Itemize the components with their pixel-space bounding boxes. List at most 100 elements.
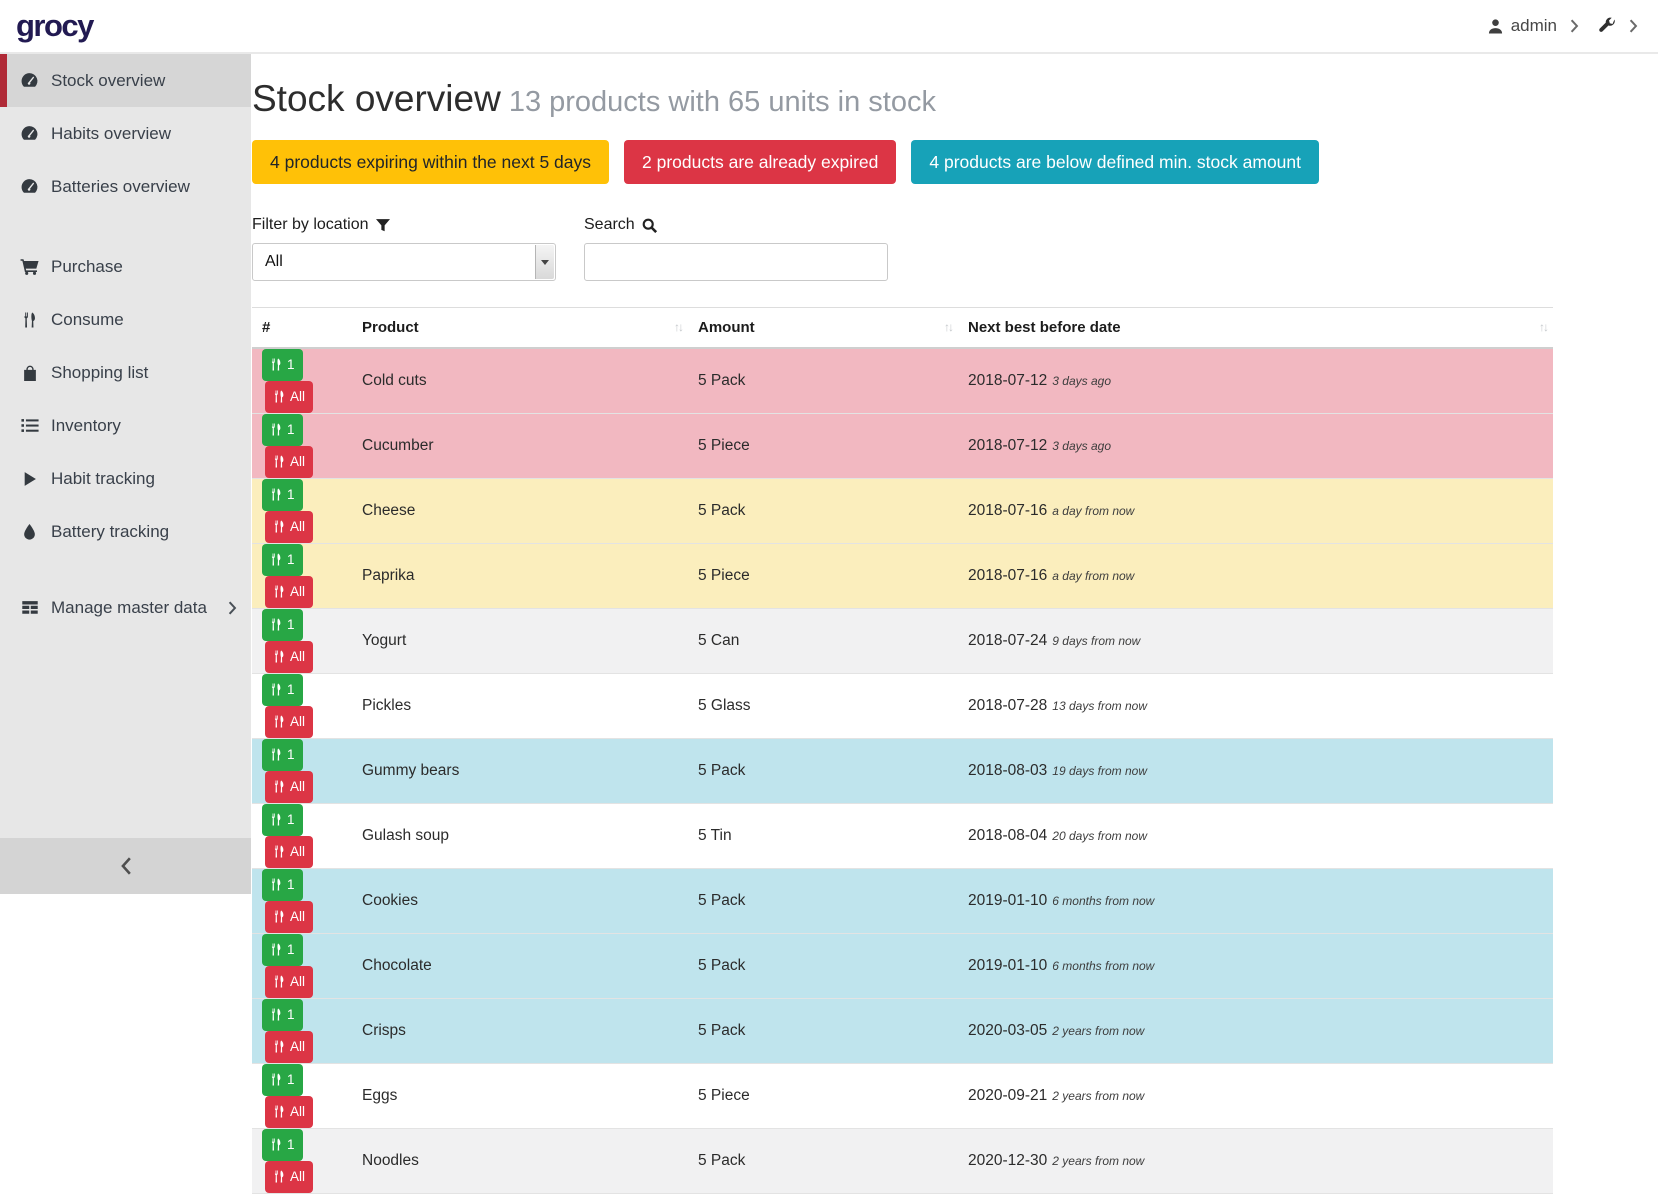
status-badge-info[interactable]: 4 products are below defined min. stock … — [911, 140, 1319, 184]
actions-cell: 1 All — [252, 673, 352, 739]
consume-all-label: All — [290, 974, 306, 989]
consume-all-button[interactable]: All — [265, 1160, 314, 1193]
consume-one-label: 1 — [287, 1072, 295, 1087]
consume-all-button[interactable]: All — [265, 640, 314, 673]
date-timeago: 2 years from now — [1052, 1023, 1145, 1038]
sidebar-item-consume[interactable]: Consume — [0, 293, 251, 346]
table-row: 1 All Cheese 5 Pack 2018-07-16 a day from… — [252, 478, 1553, 544]
sidebar-item-label: Habit tracking — [51, 468, 155, 488]
consume-all-button[interactable]: All — [265, 835, 314, 868]
consume-one-button[interactable]: 1 — [262, 608, 303, 641]
sidebar-item-label: Battery tracking — [51, 521, 170, 541]
consume-one-button[interactable]: 1 — [262, 803, 303, 836]
column-header-product[interactable]: Product ↑↓ — [352, 307, 688, 349]
settings-menu[interactable] — [1598, 17, 1616, 35]
column-header-next-best-before-date[interactable]: Next best before date ↑↓ — [958, 307, 1553, 349]
location-filter-select[interactable]: All — [252, 243, 556, 281]
sort-icon: ↑↓ — [944, 320, 954, 335]
consume-one-button[interactable]: 1 — [262, 998, 303, 1031]
product-cell: Gummy bears — [352, 738, 688, 804]
app-logo[interactable]: grocy — [16, 8, 94, 43]
sidebar-collapse-button[interactable] — [0, 838, 251, 894]
consume-all-button[interactable]: All — [265, 705, 314, 738]
sidebar-item-stock-overview[interactable]: Stock overview — [0, 54, 251, 107]
amount-cell: 5 Glass — [688, 673, 958, 739]
actions-cell: 1 All — [252, 998, 352, 1064]
actions-cell: 1 All — [252, 803, 352, 869]
consume-all-button[interactable]: All — [265, 900, 314, 933]
consume-one-label: 1 — [287, 812, 295, 827]
actions-cell: 1 All — [252, 933, 352, 999]
sidebar-item-label: Shopping list — [51, 362, 149, 382]
date-cell: 2018-08-03 19 days from now — [958, 738, 1553, 804]
consume-all-button[interactable]: All — [265, 770, 314, 803]
amount-cell: 5 Piece — [688, 413, 958, 479]
sidebar-item-habits-overview[interactable]: Habits overview — [0, 107, 251, 160]
utensils-icon — [273, 1170, 285, 1183]
consume-one-label: 1 — [287, 1137, 295, 1152]
date-timeago: 9 days from now — [1052, 633, 1141, 648]
best-before-date: 2019-01-10 — [968, 891, 1048, 909]
search-input[interactable] — [584, 243, 888, 281]
consume-one-button[interactable]: 1 — [262, 413, 303, 446]
consume-all-button[interactable]: All — [265, 1095, 314, 1128]
actions-cell: 1 All — [252, 738, 352, 804]
actions-cell: 1 All — [252, 543, 352, 609]
sort-icon: ↑↓ — [1539, 320, 1549, 335]
sidebar-item-battery-tracking[interactable]: Battery tracking — [0, 505, 251, 558]
utensils-icon — [273, 1105, 285, 1118]
table-row: 1 All Cookies 5 Pack 2019-01-10 6 months … — [252, 868, 1553, 934]
consume-one-button[interactable]: 1 — [262, 738, 303, 771]
consume-all-button[interactable]: All — [265, 380, 314, 413]
consume-all-button[interactable]: All — [265, 1030, 314, 1063]
search-label: Search — [584, 216, 888, 234]
consume-one-button[interactable]: 1 — [262, 348, 303, 381]
sidebar-item-shopping-list[interactable]: Shopping list — [0, 346, 251, 399]
utensils-icon — [273, 650, 285, 663]
consume-one-button[interactable]: 1 — [262, 543, 303, 576]
table-row: 1 All Cold cuts 5 Pack 2018-07-12 3 days … — [252, 347, 1553, 414]
consume-all-button[interactable]: All — [265, 575, 314, 608]
sidebar-item-habit-tracking[interactable]: Habit tracking — [0, 452, 251, 505]
location-filter-value: All — [265, 253, 283, 270]
utensils-icon — [270, 423, 282, 436]
consume-one-label: 1 — [287, 487, 295, 502]
column-header-amount[interactable]: Amount ↑↓ — [688, 307, 958, 349]
user-menu[interactable]: admin — [1487, 16, 1557, 36]
consume-one-button[interactable]: 1 — [262, 868, 303, 901]
consume-one-label: 1 — [287, 942, 295, 957]
sidebar-item-purchase[interactable]: Purchase — [0, 240, 251, 293]
date-timeago: 3 days ago — [1052, 373, 1112, 388]
sidebar-item-batteries-overview[interactable]: Batteries overview — [0, 160, 251, 213]
stock-table: # Product ↑↓ Amount ↑↓ Next best before date ↑… — [252, 307, 1553, 1194]
date-timeago: 19 days from now — [1052, 763, 1148, 778]
utensils-icon — [273, 910, 285, 923]
sidebar-item-label: Consume — [51, 309, 124, 329]
best-before-date: 2018-07-12 — [968, 436, 1048, 454]
consume-all-label: All — [290, 649, 306, 664]
sidebar-item-manage-master-data[interactable]: Manage master data — [0, 581, 251, 634]
consume-all-button[interactable]: All — [265, 445, 314, 478]
sidebar-item-inventory[interactable]: Inventory — [0, 399, 251, 452]
column-header-label: Product — [362, 318, 419, 336]
consume-one-button[interactable]: 1 — [262, 673, 303, 706]
consume-one-button[interactable]: 1 — [262, 478, 303, 511]
consume-all-button[interactable]: All — [265, 965, 314, 998]
consume-one-button[interactable]: 1 — [262, 933, 303, 966]
date-timeago: 20 days from now — [1052, 828, 1148, 843]
consume-all-button[interactable]: All — [265, 510, 314, 543]
table-row: 1 All Cucumber 5 Piece 2018-07-12 3 days … — [252, 413, 1553, 479]
chevron-right-icon[interactable] — [1629, 19, 1638, 33]
product-cell: Chocolate — [352, 933, 688, 999]
amount-cell: 5 Pack — [688, 998, 958, 1064]
user-name: admin — [1510, 16, 1557, 35]
amount-cell: 5 Pack — [688, 1128, 958, 1194]
status-badge-danger[interactable]: 2 products are already expired — [624, 140, 897, 184]
consume-one-button[interactable]: 1 — [262, 1063, 303, 1096]
top-bar: grocy admin — [0, 0, 1658, 54]
fire-icon — [19, 523, 40, 540]
consume-one-button[interactable]: 1 — [262, 1128, 303, 1161]
status-badge-warning[interactable]: 4 products expiring within the next 5 da… — [252, 140, 610, 184]
chevron-right-icon[interactable] — [1570, 19, 1579, 33]
best-before-date: 2018-08-03 — [968, 761, 1048, 779]
